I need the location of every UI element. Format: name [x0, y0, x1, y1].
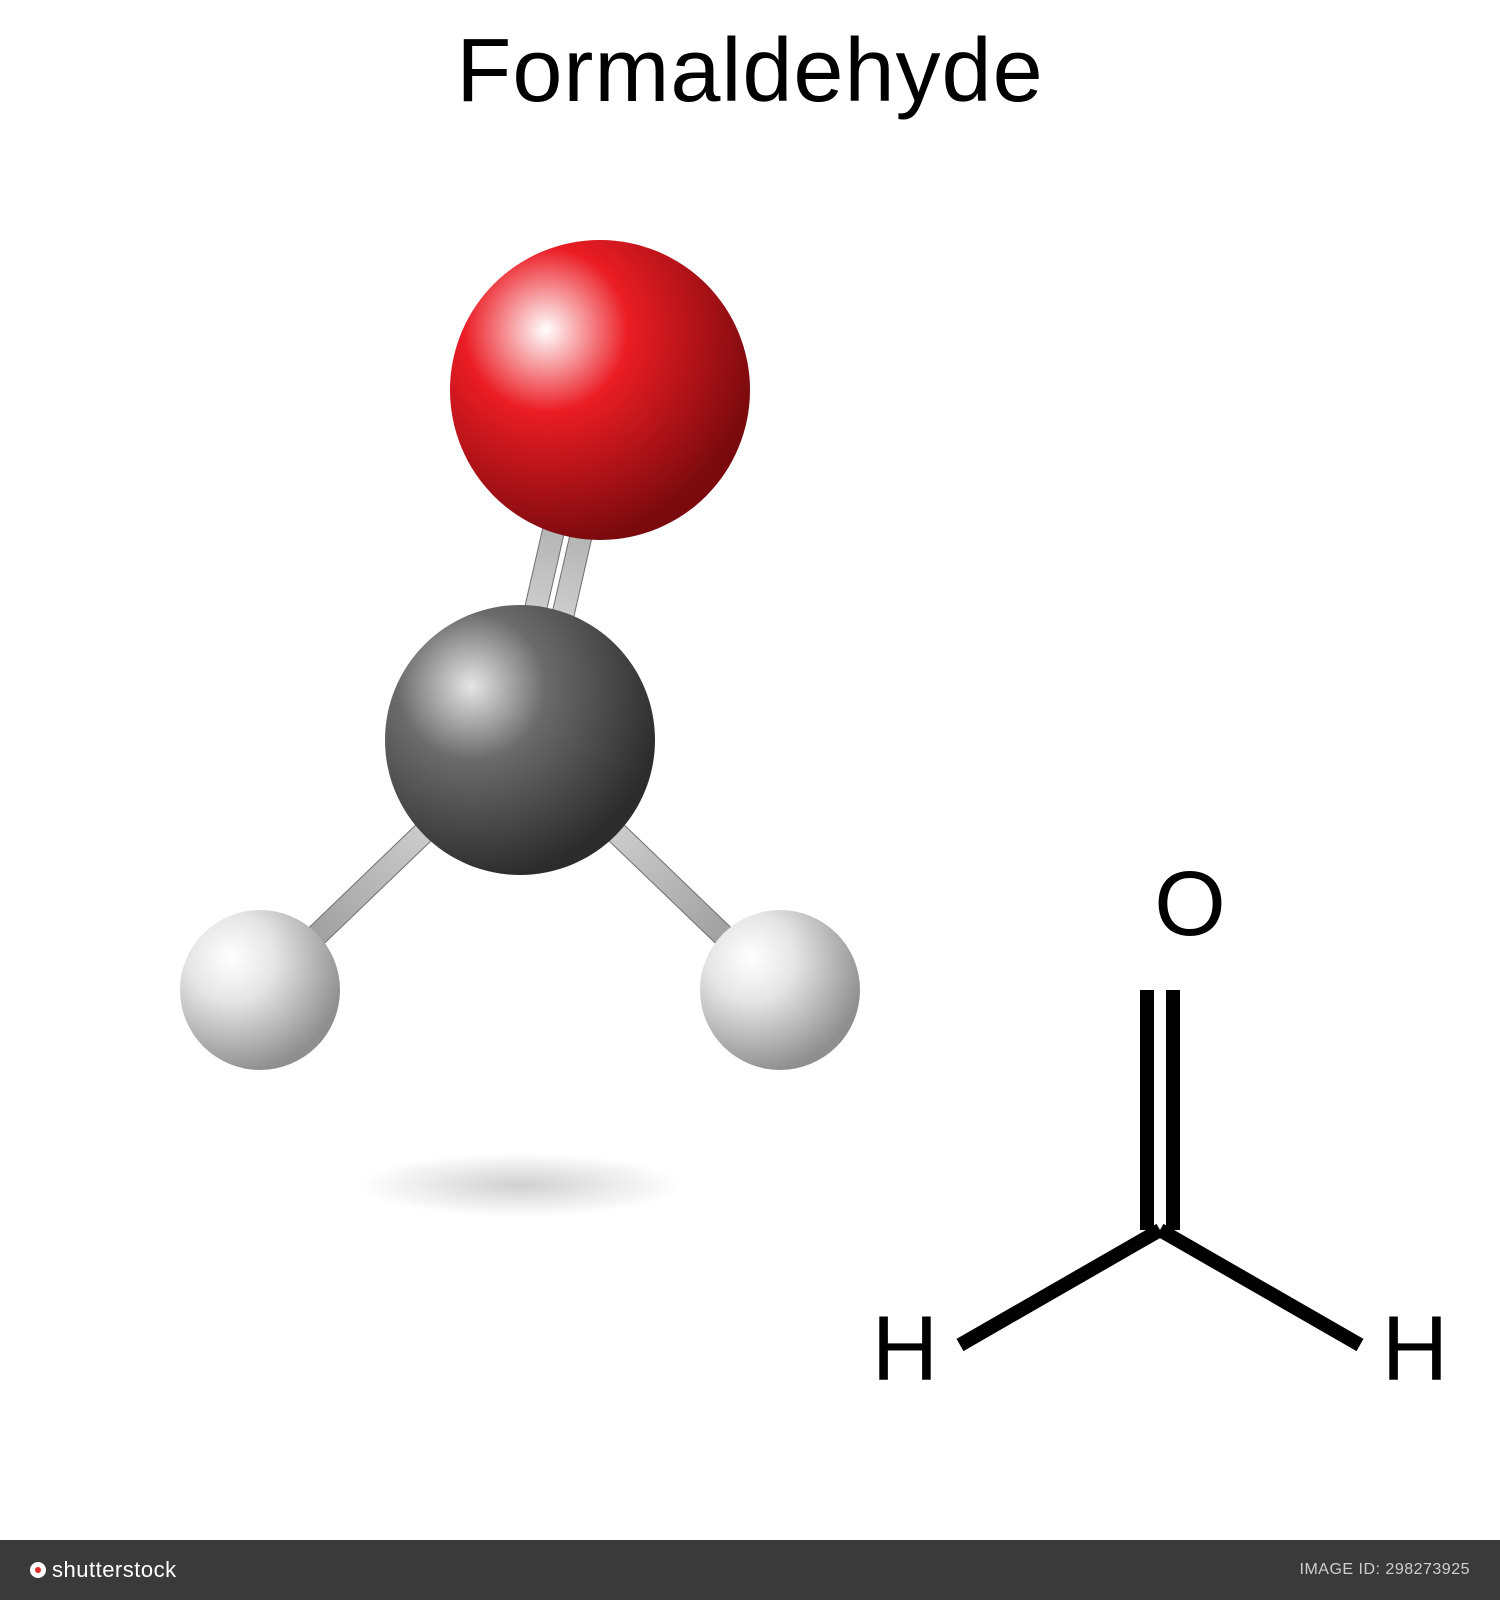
formula-label-O: O — [1154, 853, 1226, 955]
brand-text: shutterstock — [52, 1557, 177, 1583]
atom-oxygen — [450, 240, 750, 540]
formula-label-H: H — [1382, 1298, 1448, 1400]
watermark-footer: shutterstock IMAGE ID: 298273925 — [0, 1540, 1500, 1600]
diagram-canvas: O H H — [0, 0, 1500, 1600]
atom-carbon — [385, 605, 655, 875]
brand-logo: shutterstock — [30, 1557, 177, 1583]
structural-formula: O H H — [872, 853, 1448, 1400]
brand-dot-icon — [30, 1562, 46, 1578]
molecule-3d — [180, 240, 860, 1217]
atom-hydrogen — [180, 910, 340, 1070]
atom-hydrogen — [700, 910, 860, 1070]
formula-label-H: H — [872, 1298, 938, 1400]
image-id-label: IMAGE ID: 298273925 — [1300, 1561, 1470, 1579]
